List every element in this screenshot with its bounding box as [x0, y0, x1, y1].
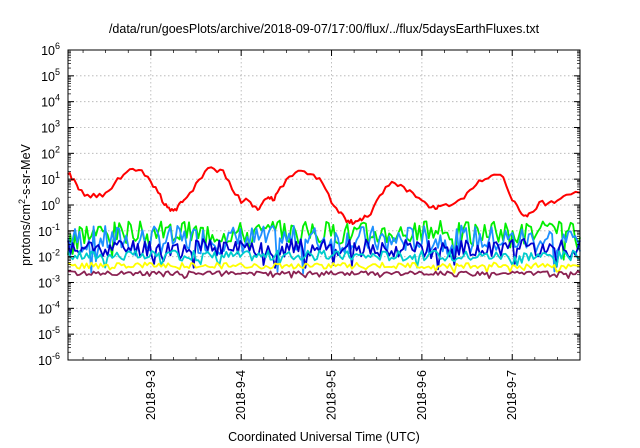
grid — [68, 50, 580, 360]
y-tick-label: 102 — [41, 144, 60, 161]
y-tick-label: 101 — [41, 170, 60, 187]
y-tick-label: 10-3 — [38, 274, 60, 291]
y-tick-label: 106 — [41, 41, 60, 58]
y-tick-label: 105 — [41, 67, 60, 84]
y-tick-label: 10-4 — [38, 299, 60, 316]
series-line — [67, 224, 581, 275]
series-line — [67, 261, 581, 274]
y-tick-label: 10-5 — [38, 325, 60, 342]
x-axis-label: Coordinated Universal Time (UTC) — [228, 430, 420, 444]
y-tick-label: 10-6 — [38, 351, 60, 368]
x-tick-label: 2018-9-4 — [234, 370, 248, 420]
x-tick-label: 2018-9-5 — [325, 370, 339, 420]
chart-title: /data/run/goesPlots/archive/2018-09-07/1… — [109, 22, 540, 36]
y-tick-label: 10-1 — [38, 222, 60, 239]
x-axis: 2018-9-3 2018-9-4 2018-9-5 2018-9-6 2018-9-7 — [82, 50, 581, 420]
series-line — [67, 238, 581, 271]
series-line — [67, 249, 581, 269]
series-line — [67, 166, 581, 225]
x-tick-label: 2018-9-7 — [505, 370, 519, 420]
series-line — [67, 270, 581, 279]
y-tick-label: 100 — [41, 196, 60, 213]
y-tick-label: 104 — [41, 93, 60, 110]
y-tick-label: 103 — [41, 119, 60, 136]
y-axis-label: protons/cm2-s-sr-MeV — [17, 143, 33, 265]
series-layer — [67, 166, 581, 279]
x-tick-label: 2018-9-6 — [415, 370, 429, 420]
y-tick-label: 10-2 — [38, 248, 60, 265]
y-axis: 10-6 10-5 10-4 10-3 10-2 10-1 100 101 102 103 104 1… — [38, 41, 580, 368]
x-tick-label: 2018-9-3 — [144, 370, 158, 420]
